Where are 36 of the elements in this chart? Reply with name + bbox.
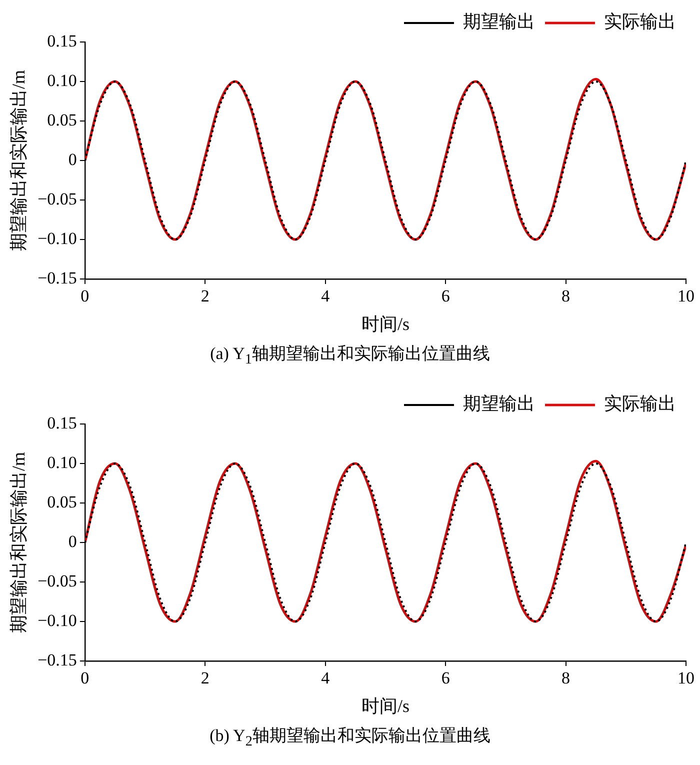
legend-label: 实际输出 xyxy=(604,12,676,32)
x-tick-label: 8 xyxy=(562,668,570,688)
x-axis-title: 时间/s xyxy=(361,696,410,716)
x-tick-label: 8 xyxy=(562,286,570,306)
text: (a) Y$_{1}$轴期望输出和实际输出位置曲线 xyxy=(209,343,491,368)
text: (b) Y$_{2}$轴期望输出和实际输出位置曲线 xyxy=(208,725,492,750)
x-tick-label: 0 xyxy=(80,668,90,688)
y-tick-label: 0.10 xyxy=(47,452,77,472)
x-tick-label: 2 xyxy=(200,668,210,688)
x-tick-label: 10 xyxy=(678,286,694,306)
x-tick-label: 4 xyxy=(321,668,330,688)
y-tick-label: −0.05 xyxy=(38,189,77,208)
y-tick-label: −0.05 xyxy=(38,571,77,590)
x-tick-label: 4 xyxy=(321,286,330,306)
x-tick-label: 6 xyxy=(441,668,450,688)
legend-label: 期望输出 xyxy=(463,394,535,414)
y-tick-label: 0 xyxy=(68,532,77,551)
y-tick-label: −0.10 xyxy=(38,610,77,630)
x-tick-label: 6 xyxy=(441,286,450,306)
y-tick-label: −0.10 xyxy=(38,228,77,248)
x-tick-label: 2 xyxy=(200,286,210,306)
y-tick-label: 0.05 xyxy=(47,110,77,130)
x-tick-label: 0 xyxy=(80,286,90,306)
x-tick-label: 10 xyxy=(678,668,694,688)
legend-label: 期望输出 xyxy=(463,12,535,32)
y-tick-label: 0.15 xyxy=(47,413,77,432)
y-tick-label: 0.10 xyxy=(47,70,77,90)
y-tick-label: −0.15 xyxy=(38,650,77,670)
y-tick-label: 0 xyxy=(68,150,77,169)
y-tick-label: 0.05 xyxy=(47,492,77,512)
y-axis-title: 期望输出和实际输出/m xyxy=(8,452,29,634)
y-tick-label: 0.15 xyxy=(47,31,77,50)
y-axis-title: 期望输出和实际输出/m xyxy=(8,70,29,252)
legend-label: 实际输出 xyxy=(604,394,676,414)
x-axis-title: 时间/s xyxy=(361,314,410,334)
y-tick-label: −0.15 xyxy=(38,268,77,288)
